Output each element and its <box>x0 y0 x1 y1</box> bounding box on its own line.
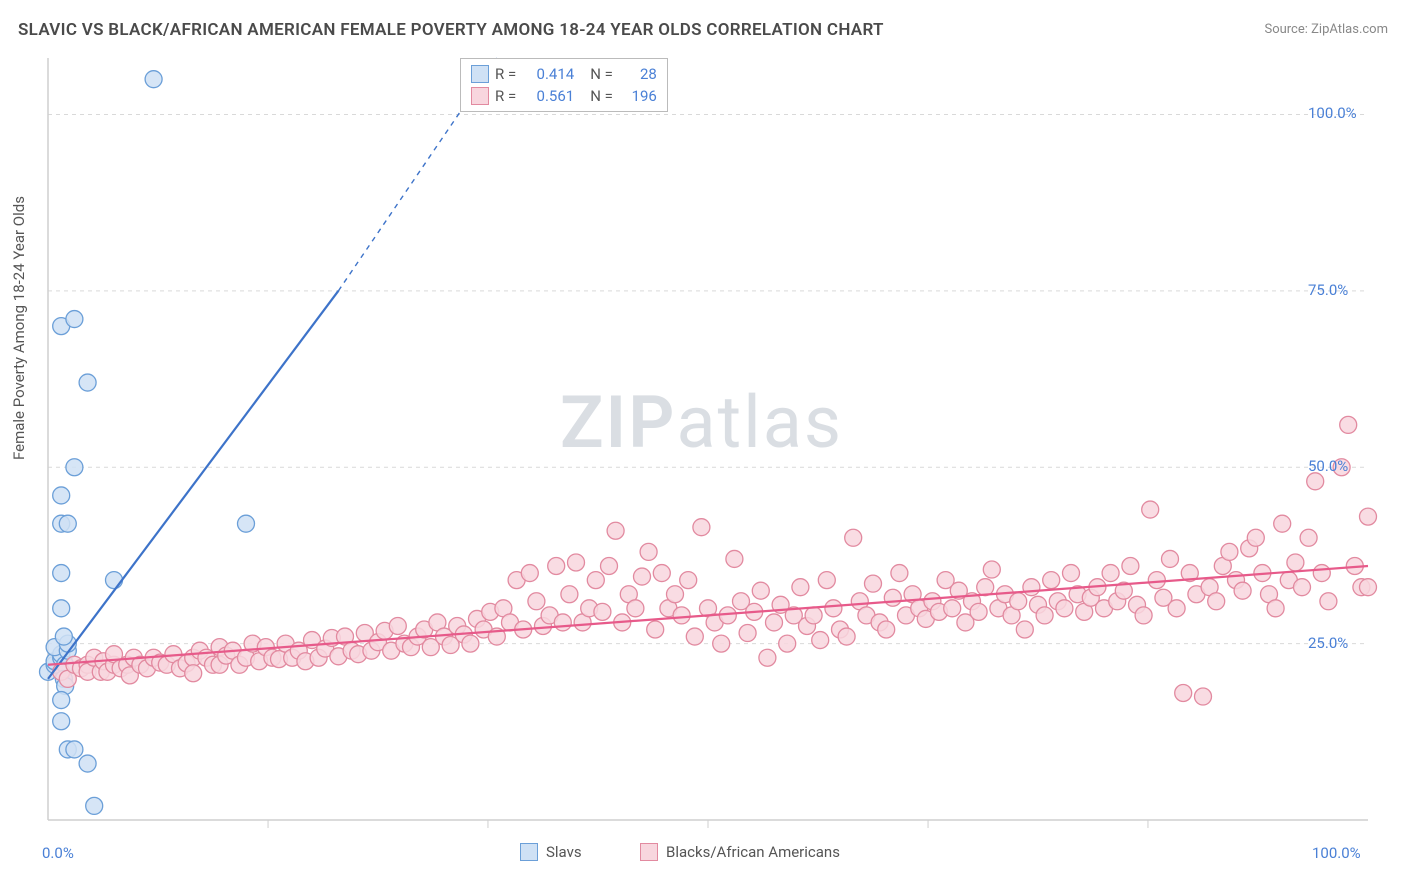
legend-label: Slavs <box>546 843 582 861</box>
legend-row: R =0.561N =196 <box>471 85 657 107</box>
scatter-plot <box>0 0 1406 892</box>
series-legend: Slavs <box>520 843 582 861</box>
y-tick-label: 25.0% <box>1308 634 1348 652</box>
legend-swatch <box>640 843 658 861</box>
x-tick-label: 100.0% <box>1312 844 1361 862</box>
series-legend: Blacks/African Americans <box>640 843 840 861</box>
legend-swatch <box>471 65 489 83</box>
legend-row: R =0.414N =28 <box>471 63 657 85</box>
y-tick-label: 50.0% <box>1308 457 1348 475</box>
correlation-legend: R =0.414N =28R =0.561N =196 <box>460 58 668 112</box>
x-tick-label: 0.0% <box>42 844 74 862</box>
legend-swatch <box>520 843 538 861</box>
y-tick-label: 75.0% <box>1308 281 1348 299</box>
legend-label: Blacks/African Americans <box>666 843 840 861</box>
legend-swatch <box>471 87 489 105</box>
y-tick-label: 100.0% <box>1308 104 1357 122</box>
